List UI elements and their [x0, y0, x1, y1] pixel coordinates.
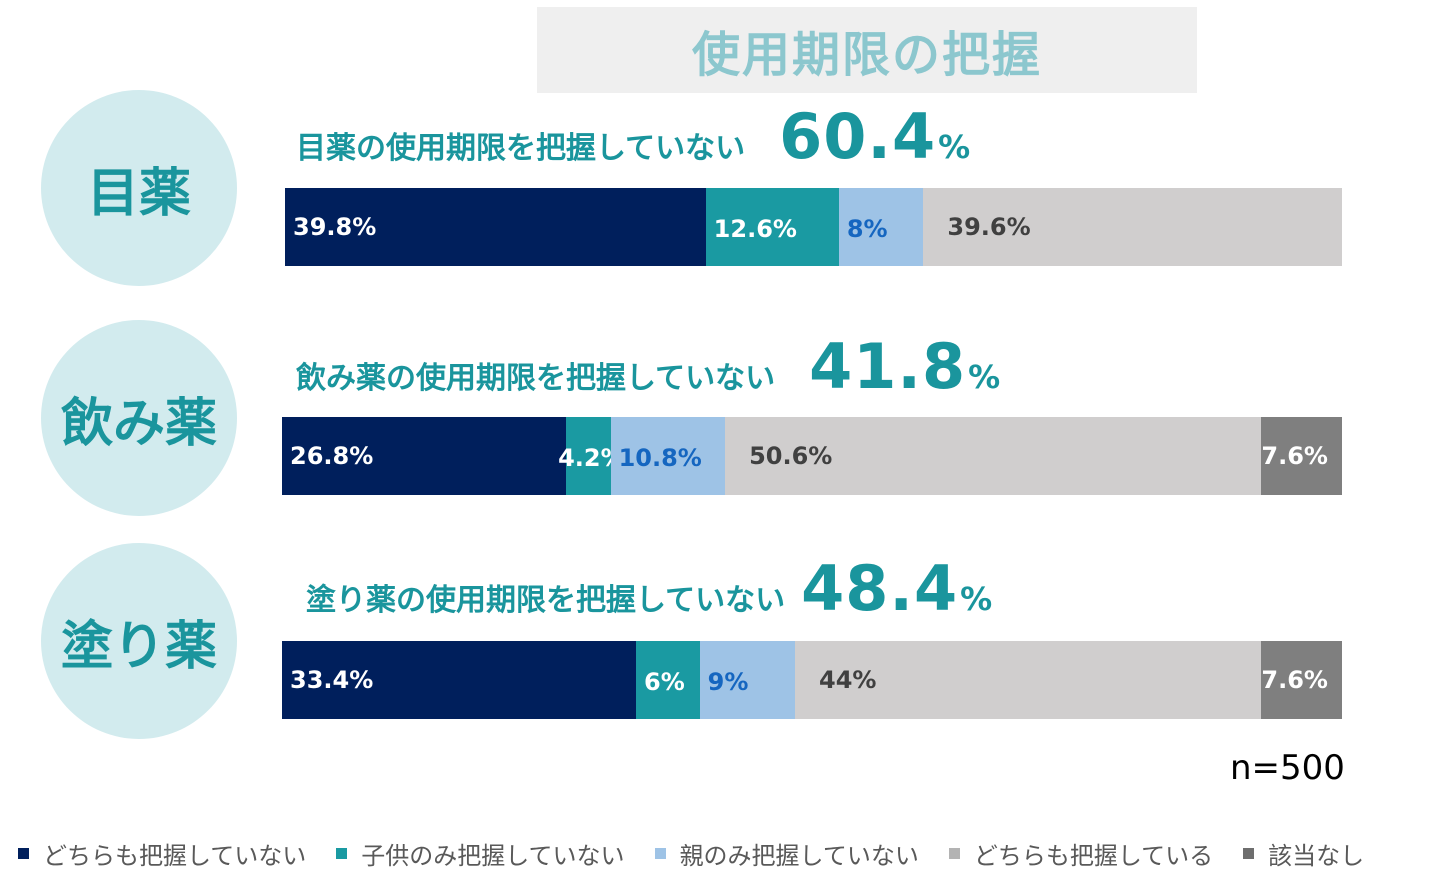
seg-not-applicable: 7.6% [1261, 417, 1342, 495]
category-label: 塗り薬 [60, 616, 217, 677]
data-label: 10.8% [618, 444, 702, 472]
headline-oral-medicine: 飲み薬の使用期限を把握していない 41.8 % [296, 330, 1000, 403]
legend-swatch [654, 848, 666, 859]
data-label: 26.8% [290, 442, 374, 470]
data-label: 8% [846, 215, 888, 243]
legend-swatch [1243, 848, 1255, 859]
headline-total: 48.4 [801, 552, 959, 625]
legend-label: 親のみ把握していない [679, 842, 919, 870]
stacked-bar-oral-medicine: 26.8% 4.2% 10.8% 50.6% 7.6% [282, 417, 1342, 495]
legend-item: 親のみ把握していない [654, 836, 919, 871]
chart-title-box: 使用期限の把握 [537, 7, 1197, 93]
seg-neither-unknown: 39.8% [285, 188, 706, 266]
legend-label: どちらも把握している [973, 842, 1214, 870]
data-label: 7.6% [1261, 442, 1328, 470]
category-circle-eyedrops: 目薬 [41, 90, 237, 286]
data-label: 12.6% [713, 215, 797, 243]
headline-eyedrops: 目薬の使用期限を把握していない 60.4 % [296, 100, 970, 173]
headline-ointment: 塗り薬の使用期限を把握していない 48.4 % [306, 552, 992, 625]
headline-total: 60.4 [779, 100, 937, 173]
data-label: 50.6% [749, 442, 833, 470]
headline-text: 目薬の使用期限を把握していない [296, 131, 746, 166]
category-circle-ointment: 塗り薬 [41, 543, 237, 739]
headline-text: 塗り薬の使用期限を把握していない [306, 583, 786, 618]
headline-percent-sign: % [960, 580, 993, 618]
legend-label: どちらも把握していない [43, 842, 307, 870]
seg-child-only: 12.6% [705, 188, 839, 266]
legend-label: 該当なし [1268, 842, 1365, 870]
seg-child-only: 4.2% [558, 417, 625, 495]
data-label: 33.4% [290, 666, 374, 694]
stacked-bar-eyedrops: 39.8% 12.6% 8% 39.6% [285, 188, 1342, 266]
headline-percent-sign: % [968, 358, 1001, 396]
data-label: 39.6% [947, 213, 1031, 241]
headline-text: 飲み薬の使用期限を把握していない [296, 361, 776, 396]
seg-both-known: 39.6% [923, 188, 1342, 266]
data-label: 9% [707, 668, 749, 696]
seg-parent-only: 9% [699, 641, 796, 719]
seg-neither-unknown: 26.8% [282, 417, 567, 495]
legend-item: 該当なし [1243, 836, 1364, 871]
legend-item: どちらも把握していない [18, 836, 306, 871]
seg-child-only: 6% [636, 641, 700, 719]
data-label: 44% [819, 666, 877, 694]
data-label: 39.8% [293, 213, 377, 241]
category-circle-oral-medicine: 飲み薬 [41, 320, 237, 516]
category-label: 飲み薬 [60, 393, 217, 454]
chart-title: 使用期限の把握 [691, 27, 1042, 83]
legend-label: 子供のみ把握していない [361, 842, 625, 870]
legend-item: どちらも把握している [948, 836, 1214, 871]
seg-neither-unknown: 33.4% [282, 641, 637, 719]
seg-both-known: 44% [795, 641, 1262, 719]
headline-percent-sign: % [938, 128, 971, 166]
data-label: 6% [644, 668, 685, 696]
seg-parent-only: 8% [838, 188, 924, 266]
category-label: 目薬 [86, 163, 191, 224]
sample-size-label: n=500 [1230, 748, 1345, 788]
chart-legend: どちらも把握していない 子供のみ把握していない 親のみ把握していない どちらも把握して… [18, 836, 1394, 871]
legend-item: 子供のみ把握していない [336, 836, 625, 871]
legend-swatch [948, 848, 960, 859]
seg-parent-only: 10.8% [610, 417, 726, 495]
legend-swatch [18, 848, 29, 859]
legend-swatch [336, 848, 348, 859]
stacked-bar-ointment: 33.4% 6% 9% 44% 7.6% [282, 641, 1342, 719]
data-label: 7.6% [1261, 666, 1328, 694]
seg-both-known: 50.6% [725, 417, 1262, 495]
seg-not-applicable: 7.6% [1261, 641, 1342, 719]
headline-total: 41.8 [809, 330, 967, 403]
